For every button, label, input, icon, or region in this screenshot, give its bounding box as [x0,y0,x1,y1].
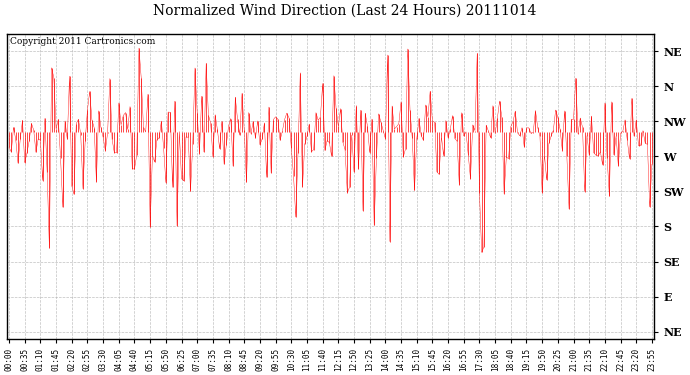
Text: Normalized Wind Direction (Last 24 Hours) 20111014: Normalized Wind Direction (Last 24 Hours… [153,4,537,18]
Text: Copyright 2011 Cartronics.com: Copyright 2011 Cartronics.com [10,37,155,46]
